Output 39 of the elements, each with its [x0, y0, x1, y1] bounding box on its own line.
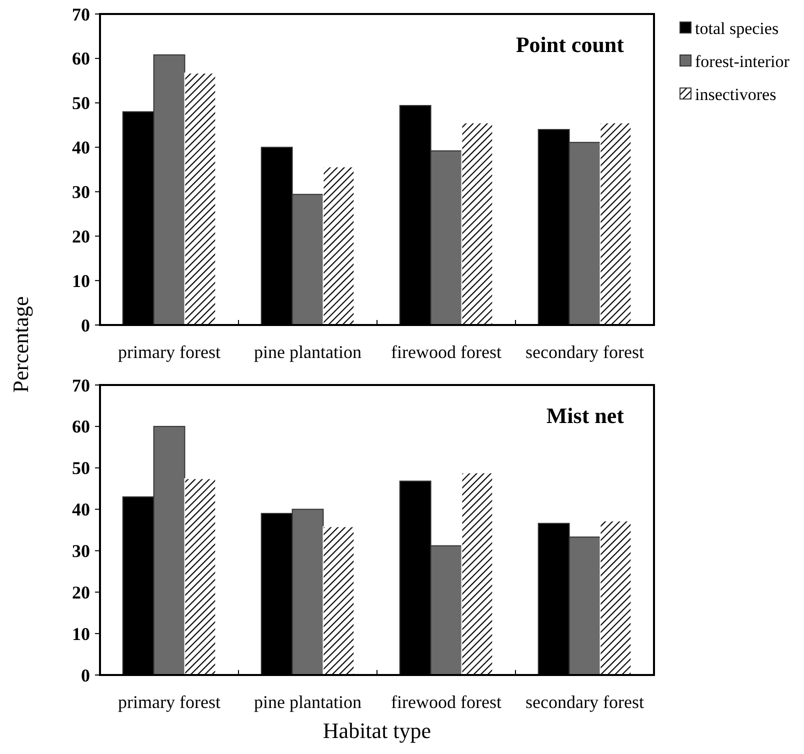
- bar: [461, 122, 494, 326]
- x-tick-label: firewood forest: [391, 342, 502, 362]
- x-tick-label: pine plantation: [254, 342, 362, 362]
- y-tick-label: 70: [72, 375, 90, 396]
- x-axis-title: Habitat type: [322, 718, 432, 743]
- legend-label: insectivores: [695, 84, 776, 104]
- y-tick-label: 60: [72, 416, 90, 437]
- bar: [461, 472, 494, 676]
- y-tick-label: 20: [72, 582, 90, 602]
- bar: [600, 122, 632, 326]
- y-tick-label: 50: [72, 93, 90, 114]
- bar: [600, 520, 632, 676]
- x-tick-label: pine plantation: [254, 692, 362, 712]
- y-tick-label: 40: [72, 500, 90, 520]
- y-tick-label: 0: [81, 315, 90, 336]
- text: Mist net: [546, 403, 625, 428]
- y-tick-label: 30: [72, 182, 90, 202]
- y-tick-label: 40: [72, 138, 90, 158]
- y-axis-title: Percentage: [8, 296, 33, 393]
- bar: [322, 166, 355, 326]
- legend-label: forest-interior: [695, 52, 790, 71]
- x-tick-label: primary forest: [118, 342, 220, 362]
- x-tick-label: primary forest: [118, 692, 220, 712]
- y-tick-label: 10: [72, 624, 90, 644]
- x-tick-label: firewood forest: [391, 692, 502, 712]
- y-tick-label: 70: [72, 4, 90, 24]
- bar: [184, 72, 216, 326]
- legend-label: total species: [695, 18, 779, 38]
- y-tick-label: 60: [72, 48, 90, 69]
- x-tick-label: secondary forest: [526, 342, 644, 362]
- bar: [184, 478, 216, 676]
- text: Point count: [516, 32, 625, 57]
- y-tick-label: 10: [72, 270, 90, 291]
- y-tick-label: 20: [72, 226, 90, 246]
- y-tick-label: 0: [81, 665, 90, 686]
- bar: [322, 526, 355, 676]
- y-tick-label: 30: [72, 541, 90, 562]
- x-tick-label: secondary forest: [526, 692, 644, 712]
- y-tick-label: 50: [72, 458, 90, 478]
